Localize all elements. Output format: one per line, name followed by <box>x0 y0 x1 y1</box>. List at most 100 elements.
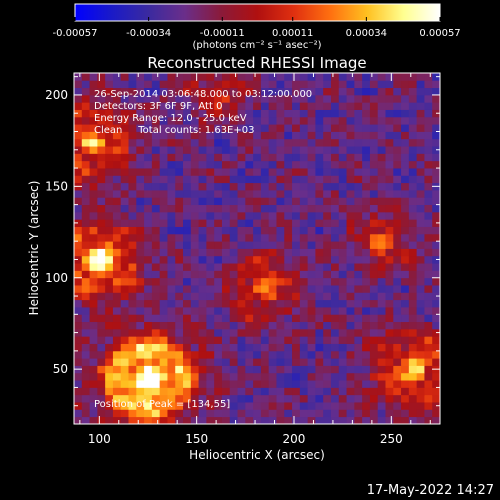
heatmap-cell <box>330 277 340 286</box>
heatmap-cell <box>120 343 129 352</box>
heatmap-cell <box>89 80 98 89</box>
heatmap-cell <box>276 233 285 242</box>
heatmap-cell <box>89 307 98 315</box>
heatmap-cell <box>330 226 340 235</box>
heatmap-cell <box>183 409 192 418</box>
heatmap-cell <box>292 358 301 366</box>
heatmap-cell <box>354 80 363 89</box>
heatmap-cell <box>330 153 340 162</box>
heatmap-cell <box>221 219 231 227</box>
heatmap-cell <box>175 109 184 118</box>
heatmap-cell <box>183 365 192 374</box>
heatmap-cell <box>144 80 153 89</box>
heatmap-cell <box>112 394 122 403</box>
heatmap-cell <box>292 336 301 344</box>
heatmap-cell <box>377 204 386 213</box>
heatmap-cell <box>330 190 340 198</box>
heatmap-cell <box>346 160 355 169</box>
heatmap-cell <box>167 175 176 184</box>
heatmap-cell <box>112 409 122 418</box>
heatmap-cell <box>151 102 161 110</box>
heatmap-cell <box>385 116 394 125</box>
heatmap-cell <box>198 190 207 198</box>
heatmap-cell <box>377 372 386 381</box>
heatmap-cell <box>424 255 433 264</box>
heatmap-cell <box>229 219 238 227</box>
heatmap-cell <box>432 116 441 125</box>
heatmap-cell <box>206 372 215 381</box>
heatmap-cell <box>307 197 316 206</box>
heatmap-cell <box>175 255 184 264</box>
heatmap-cell <box>307 402 316 410</box>
heatmap-cell <box>198 292 207 301</box>
heatmap-cell <box>198 394 207 403</box>
heatmap-cell <box>401 241 410 249</box>
heatmap-cell <box>120 248 129 257</box>
heatmap-cell <box>268 321 277 330</box>
heatmap-cell <box>354 211 363 220</box>
heatmap-cell <box>276 190 285 198</box>
heatmap-cell <box>183 336 192 344</box>
heatmap-cell <box>299 94 309 103</box>
heatmap-cell <box>237 416 246 425</box>
heatmap-cell <box>401 204 410 213</box>
heatmap-cell <box>198 102 207 110</box>
heatmap-cell <box>175 328 184 337</box>
heatmap-cell <box>330 248 340 257</box>
heatmap-cell <box>315 175 324 184</box>
heatmap-cell <box>183 102 192 110</box>
heatmap-cell <box>253 263 262 271</box>
heatmap-cell <box>323 146 332 154</box>
heatmap-cell <box>330 314 340 323</box>
heatmap-cell <box>424 328 433 337</box>
heatmap-cell <box>424 204 433 213</box>
heatmap-cell <box>128 343 137 352</box>
heatmap-cell <box>105 204 114 213</box>
heatmap-cell <box>151 153 161 162</box>
heatmap-cell <box>346 358 355 366</box>
heatmap-cell <box>276 255 285 264</box>
heatmap-cell <box>323 372 332 381</box>
heatmap-cell <box>268 358 277 366</box>
heatmap-cell <box>144 175 153 184</box>
heatmap-cell <box>198 146 207 154</box>
heatmap-cell <box>260 175 270 184</box>
heatmap-cell <box>369 138 379 147</box>
heatmap-cell <box>377 270 386 279</box>
heatmap-cell <box>292 109 301 118</box>
heatmap-cell <box>97 307 106 315</box>
heatmap-cell <box>276 124 285 132</box>
heatmap-cell <box>221 182 231 191</box>
heatmap-cell <box>377 131 386 140</box>
heatmap-cell <box>330 292 340 301</box>
heatmap-cell <box>190 263 199 271</box>
heatmap-cell <box>338 343 347 352</box>
heatmap-cell <box>229 328 238 337</box>
heatmap-cell <box>74 299 83 308</box>
heatmap-cell <box>175 175 184 184</box>
heatmap-cell <box>385 409 394 418</box>
heatmap-cell <box>206 153 215 162</box>
heatmap-cell <box>377 416 386 425</box>
heatmap-cell <box>424 73 433 81</box>
heatmap-cell <box>81 116 90 125</box>
heatmap-cell <box>354 307 363 315</box>
heatmap-cell <box>167 380 176 388</box>
heatmap-cell <box>393 350 402 359</box>
heatmap-cell <box>221 248 231 257</box>
heatmap-cell <box>292 182 301 191</box>
heatmap-cell <box>408 160 418 169</box>
heatmap-cell <box>292 233 301 242</box>
heatmap-cell <box>136 168 145 176</box>
heatmap-cell <box>128 328 137 337</box>
heatmap-cell <box>346 285 355 293</box>
heatmap-cell <box>167 197 176 206</box>
heatmap-cell <box>292 328 301 337</box>
heatmap-cell <box>221 168 231 176</box>
heatmap-cell <box>167 219 176 227</box>
heatmap-cell <box>299 160 309 169</box>
heatmap-cell <box>167 416 176 425</box>
heatmap-cell <box>346 307 355 315</box>
heatmap-cell <box>385 299 394 308</box>
heatmap-cell <box>159 190 168 198</box>
